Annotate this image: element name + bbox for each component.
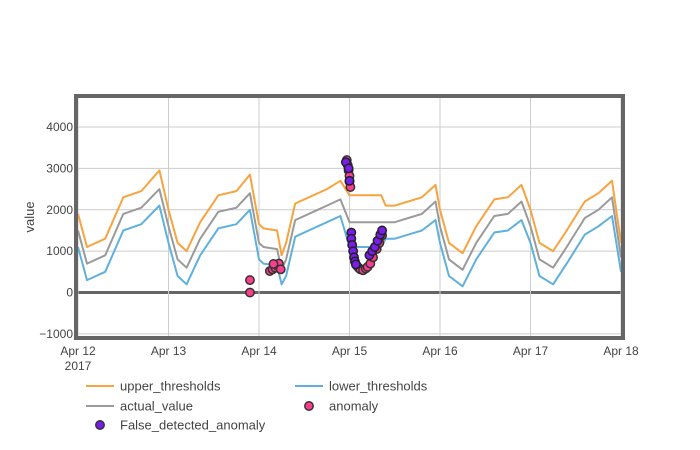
false-detected-anomaly-point	[343, 163, 354, 174]
legend-item-False-detected-anomaly[interactable]: False_detected_anomaly	[95, 418, 266, 433]
legend-item-anomaly[interactable]: anomaly	[304, 399, 379, 414]
marker-layer	[245, 155, 388, 298]
legend-swatch	[304, 401, 314, 411]
x-tick-label: Apr 18	[603, 344, 639, 358]
legend-swatch	[95, 420, 105, 430]
series-line-lower-thresholds	[77, 204, 622, 288]
y-tick-label: 1000	[46, 244, 73, 258]
anomaly-point	[245, 275, 255, 286]
false-detected-anomaly-point	[350, 259, 361, 270]
false-detected-anomaly-point	[377, 225, 388, 236]
y-tick-label: 3000	[46, 161, 73, 175]
legend-item-lower-thresholds[interactable]: lower_thresholds	[295, 379, 428, 394]
x-tick-label: Apr 15	[332, 344, 368, 358]
x-tick-label: Apr 14	[241, 344, 277, 358]
plot-frame	[74, 94, 625, 340]
x-tick-labels: Apr 12 Apr 13 Apr 14 Apr 15 Apr 16 Apr 17 Apr …	[60, 344, 639, 373]
series-line-upper-thresholds	[77, 169, 622, 257]
legend-label: anomaly	[329, 399, 379, 414]
legend-label: False_detected_anomaly	[120, 418, 266, 433]
legend-item-actual-value[interactable]: actual_value	[86, 399, 193, 414]
x-tick-label: Apr 12	[60, 344, 96, 358]
x-tick-year-label: 2017	[65, 359, 92, 373]
y-tick-label: −1000	[39, 327, 73, 341]
anomaly-point	[275, 264, 286, 275]
x-tick-label: Apr 13	[151, 344, 187, 358]
legend-label: lower_thresholds	[329, 379, 428, 394]
x-tick-label: Apr 17	[513, 344, 549, 358]
legend-item-upper-thresholds[interactable]: upper_thresholds	[86, 379, 221, 394]
anomaly-point	[245, 287, 255, 298]
legend-label: actual_value	[120, 399, 193, 414]
anomaly-point	[268, 259, 279, 269]
false-detected-anomaly-point	[344, 175, 355, 186]
series-layer	[77, 169, 622, 288]
series-line-actual-value	[77, 188, 622, 271]
y-axis-title: value	[22, 201, 37, 232]
x-tick-label: Apr 16	[422, 344, 458, 358]
y-tick-label: 4000	[46, 120, 73, 134]
y-tick-labels: −1000 0 1000 2000 3000 4000	[39, 120, 73, 341]
legend-label: upper_thresholds	[120, 379, 221, 394]
chart-grid	[77, 98, 622, 336]
y-tick-label: 2000	[46, 203, 73, 217]
y-tick-label: 0	[66, 286, 73, 300]
legend[interactable]: upper_thresholds lower_thresholds actual_v…	[86, 379, 428, 433]
